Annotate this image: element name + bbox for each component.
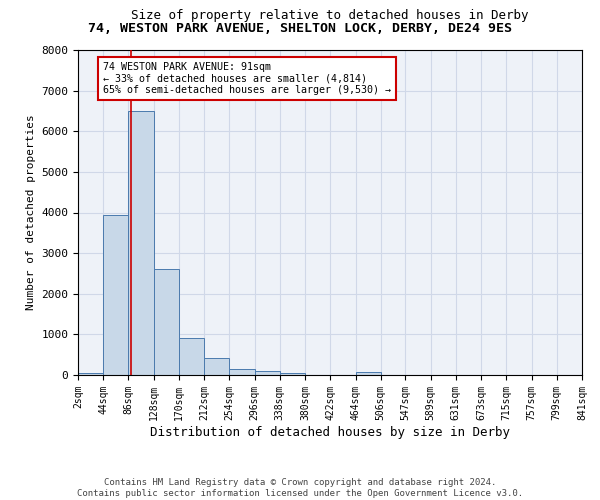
Bar — [154, 270, 179, 375]
Bar — [103, 214, 128, 375]
Bar — [280, 373, 305, 375]
Bar — [254, 371, 280, 375]
Y-axis label: Number of detached properties: Number of detached properties — [26, 114, 36, 310]
Text: Contains HM Land Registry data © Crown copyright and database right 2024.
Contai: Contains HM Land Registry data © Crown c… — [77, 478, 523, 498]
Text: 74 WESTON PARK AVENUE: 91sqm
← 33% of detached houses are smaller (4,814)
65% of: 74 WESTON PARK AVENUE: 91sqm ← 33% of de… — [103, 62, 391, 96]
X-axis label: Distribution of detached houses by size in Derby: Distribution of detached houses by size … — [150, 426, 510, 438]
Title: Size of property relative to detached houses in Derby: Size of property relative to detached ho… — [131, 10, 529, 22]
Bar — [78, 373, 103, 375]
Text: 74, WESTON PARK AVENUE, SHELTON LOCK, DERBY, DE24 9ES: 74, WESTON PARK AVENUE, SHELTON LOCK, DE… — [88, 22, 512, 36]
Bar — [204, 358, 229, 375]
Bar — [356, 372, 381, 375]
Bar — [229, 369, 254, 375]
Bar — [179, 338, 204, 375]
Bar — [128, 111, 154, 375]
